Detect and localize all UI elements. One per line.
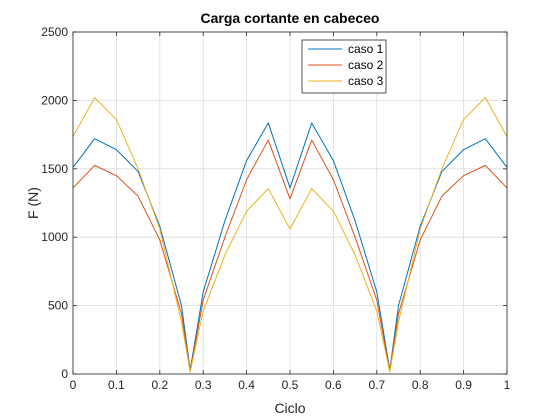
x-axis-label: Ciclo — [274, 400, 305, 416]
x-tick-label: 0.8 — [412, 378, 429, 392]
x-tick-label: 0.4 — [238, 378, 255, 392]
ticks — [72, 31, 508, 375]
legend-label-2: caso 2 — [348, 58, 384, 72]
series-line-2 — [72, 139, 508, 372]
x-tick-label: 0.2 — [151, 378, 168, 392]
x-tick-label: 0.3 — [195, 378, 212, 392]
y-axis-label: F (N) — [25, 187, 41, 219]
legend-label-1: caso 1 — [348, 42, 384, 56]
legend: caso 1 caso 2 caso 3 — [301, 39, 387, 94]
x-tick-label: 0.6 — [325, 378, 342, 392]
x-tick-label: 0.7 — [368, 378, 385, 392]
chart-title: Carga cortante en cabeceo — [201, 10, 380, 26]
y-tick-label: 2500 — [41, 25, 68, 39]
x-tick-label: 0 — [70, 378, 77, 392]
x-tick-label: 0.1 — [108, 378, 125, 392]
y-tick-label: 1000 — [41, 230, 68, 244]
legend-label-3: caso 3 — [348, 74, 384, 88]
y-tick-label: 500 — [48, 299, 68, 313]
series-layer — [72, 97, 508, 373]
x-tick-label: 1 — [504, 378, 511, 392]
x-tick-label: 0.9 — [455, 378, 472, 392]
y-tick-label: 0 — [61, 367, 68, 381]
y-tick-label: 2000 — [41, 93, 68, 107]
legend-entries: caso 1 caso 2 caso 3 — [308, 42, 384, 88]
y-tick-label: 1500 — [41, 162, 68, 176]
series-line-3 — [72, 97, 508, 373]
tick-labels: 0 0.1 0.2 0.3 0.4 0.5 0.6 0.7 0.8 0.9 1 0 500 1000 150… — [41, 25, 510, 392]
x-tick-label: 0.5 — [282, 378, 299, 392]
